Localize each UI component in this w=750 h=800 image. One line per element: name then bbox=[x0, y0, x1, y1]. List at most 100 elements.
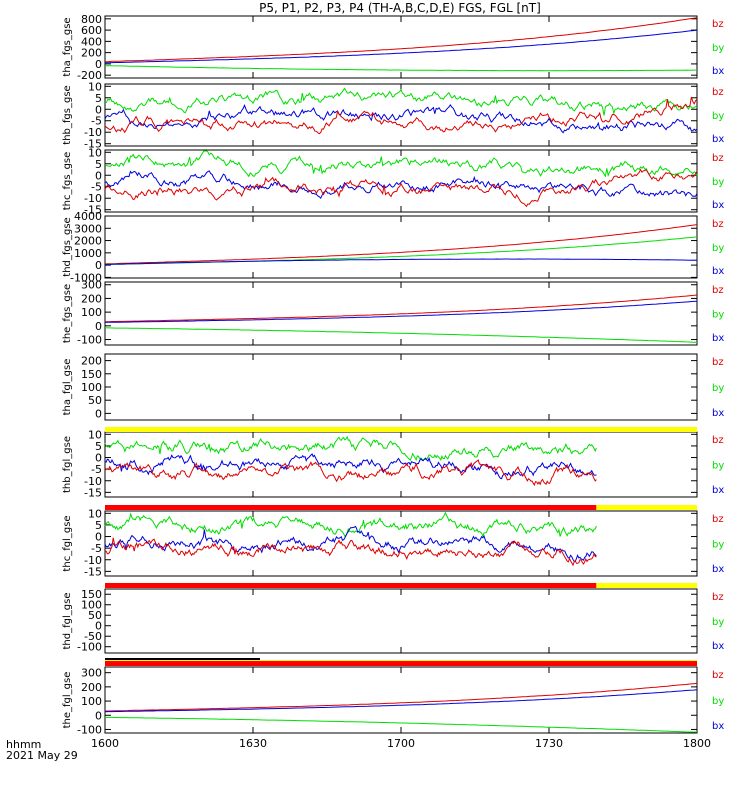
y-tick-label: -5 bbox=[91, 115, 102, 128]
y-tick-label: 0 bbox=[95, 259, 102, 272]
series-by bbox=[104, 65, 697, 72]
series-by bbox=[104, 87, 698, 116]
y-tick-label: 200 bbox=[81, 47, 102, 60]
y-tick-label: 100 bbox=[81, 599, 102, 612]
y-tick-label: 10 bbox=[88, 428, 102, 441]
panel-frame bbox=[104, 83, 698, 147]
y-tick-label: 300 bbox=[81, 279, 102, 292]
legend-by: by bbox=[712, 177, 724, 188]
legend-by: by bbox=[712, 461, 724, 472]
legend-by: by bbox=[712, 617, 724, 628]
legend-by: by bbox=[712, 111, 724, 122]
series-by bbox=[104, 150, 698, 178]
status-bar-yellow bbox=[596, 505, 697, 510]
panel-frame bbox=[104, 149, 698, 213]
y-tick-label: 50 bbox=[88, 609, 102, 622]
panel-ylabel: the_fgs_gse bbox=[62, 284, 73, 343]
legend-by: by bbox=[712, 696, 724, 707]
series-bz bbox=[104, 224, 698, 265]
y-tick-label: 0 bbox=[95, 169, 102, 182]
y-tick-label: 4000 bbox=[74, 210, 102, 223]
legend-by: by bbox=[712, 310, 724, 321]
x-tick-label: 1800 bbox=[683, 737, 711, 750]
y-tick-label: 200 bbox=[81, 355, 102, 368]
y-tick-label: 800 bbox=[81, 13, 102, 26]
legend-bx: bx bbox=[712, 408, 724, 419]
legend-bz: bz bbox=[712, 670, 724, 681]
panel-ylabel: thc_fgs_gse bbox=[62, 152, 73, 211]
panel-frame bbox=[104, 510, 698, 577]
y-tick-label: -100 bbox=[77, 723, 102, 736]
status-bar-yellow bbox=[105, 427, 697, 432]
time-axis-label: hhmm bbox=[6, 738, 41, 751]
y-tick-label: -10 bbox=[84, 554, 102, 567]
legend-bx: bx bbox=[712, 564, 724, 575]
legend-bx: bx bbox=[712, 134, 724, 145]
y-tick-label: -10 bbox=[84, 126, 102, 139]
series-bx bbox=[104, 103, 698, 134]
y-tick-label: 0 bbox=[95, 620, 102, 633]
legend-bx: bx bbox=[712, 200, 724, 211]
series-bx bbox=[105, 29, 698, 64]
panel-ylabel: tha_fgl_gse bbox=[62, 359, 73, 416]
y-tick-label: 0 bbox=[95, 320, 102, 333]
series-bx bbox=[104, 258, 698, 265]
y-tick-label: -15 bbox=[84, 204, 102, 217]
legend-by: by bbox=[712, 43, 724, 54]
series-bz bbox=[105, 537, 597, 567]
legend-bz: bz bbox=[712, 285, 724, 296]
y-tick-label: 400 bbox=[81, 35, 102, 48]
legend-bx: bx bbox=[712, 66, 724, 77]
series-bz bbox=[104, 96, 698, 135]
y-tick-label: 200 bbox=[81, 292, 102, 305]
y-tick-label: 150 bbox=[81, 588, 102, 601]
y-tick-label: -5 bbox=[91, 463, 102, 476]
y-tick-label: 0 bbox=[95, 531, 102, 544]
y-tick-label: -5 bbox=[91, 181, 102, 194]
x-tick-label: 1630 bbox=[239, 737, 267, 750]
y-tick-label: 50 bbox=[88, 394, 102, 407]
series-by bbox=[105, 716, 697, 733]
y-tick-label: 5 bbox=[95, 158, 102, 171]
series-bz bbox=[105, 682, 698, 712]
y-tick-label: 200 bbox=[81, 681, 102, 694]
series-by bbox=[104, 327, 697, 343]
y-tick-label: -1000 bbox=[70, 271, 102, 284]
y-tick-label: 100 bbox=[81, 306, 102, 319]
y-tick-label: -50 bbox=[84, 630, 102, 643]
panel-ylabel: thb_fgs_gse bbox=[62, 85, 73, 144]
legend-bx: bx bbox=[712, 485, 724, 496]
y-tick-label: 0 bbox=[95, 709, 102, 722]
y-tick-label: 5 bbox=[95, 92, 102, 105]
panel-frame bbox=[104, 588, 698, 654]
y-tick-label: 0 bbox=[95, 58, 102, 71]
y-tick-label: 5 bbox=[95, 440, 102, 453]
y-tick-label: -200 bbox=[77, 69, 102, 82]
panel-frame bbox=[104, 215, 698, 279]
y-tick-label: 0 bbox=[95, 452, 102, 465]
series-bx bbox=[104, 689, 698, 713]
series-bx bbox=[104, 525, 597, 562]
status-bar-red bbox=[105, 661, 697, 666]
panel-ylabel: tha_fgs_gse bbox=[62, 17, 73, 76]
status-bar-red bbox=[105, 505, 597, 510]
y-tick-label: 1000 bbox=[74, 247, 102, 260]
y-tick-label: -15 bbox=[84, 138, 102, 151]
plot-title: P5, P1, P2, P3, P4 (TH-A,B,C,D,E) FGS, F… bbox=[259, 1, 541, 15]
series-bx bbox=[104, 300, 698, 323]
legend-bz: bz bbox=[712, 153, 724, 164]
panel-ylabel: thb_fgl_gse bbox=[62, 436, 73, 493]
y-tick-label: 150 bbox=[81, 368, 102, 381]
status-bar-yellow bbox=[596, 583, 697, 588]
series-by bbox=[104, 236, 698, 265]
legend-bz: bz bbox=[712, 87, 724, 98]
y-tick-label: -15 bbox=[84, 565, 102, 578]
